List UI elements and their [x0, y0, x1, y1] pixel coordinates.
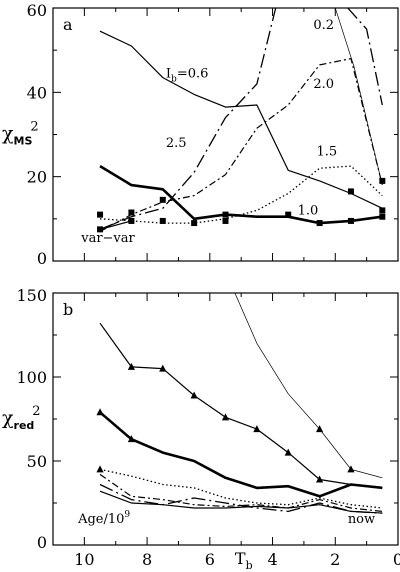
y-tick-label: 0	[37, 533, 47, 552]
triangle-marker	[315, 475, 324, 483]
series-group	[99, 8, 383, 233]
x-tick-label: 8	[142, 550, 152, 569]
square-marker	[128, 217, 135, 224]
series-line-2	[234, 293, 383, 479]
x-tick-label: 0	[393, 550, 400, 569]
triangle-marker	[253, 425, 261, 433]
y-tick-label: 20	[27, 168, 47, 187]
series-line-5	[99, 483, 383, 514]
square-marker	[222, 217, 229, 224]
square-marker	[97, 226, 104, 233]
square-marker	[159, 196, 166, 203]
series-line-0	[99, 322, 383, 489]
square-marker	[379, 207, 386, 214]
square-marker	[97, 211, 104, 218]
y-axis-label: χred2	[2, 404, 41, 432]
panel-label: b	[63, 300, 73, 319]
square-marker	[285, 211, 292, 218]
square-marker	[191, 220, 198, 227]
series-line-3	[99, 468, 383, 509]
x-axis-label: Tb	[235, 549, 253, 572]
series-line-6	[99, 164, 383, 225]
square-marker	[128, 209, 135, 216]
y-tick-label: 150	[16, 286, 47, 305]
triangle-marker	[221, 413, 230, 421]
annotation: now	[348, 512, 375, 527]
marker-group	[97, 177, 386, 233]
triangle-marker	[190, 391, 198, 399]
series-line-1	[99, 411, 383, 498]
y-tick-label: 60	[27, 1, 47, 20]
panel-label: a	[63, 15, 73, 34]
square-marker	[316, 220, 323, 227]
series-group	[99, 293, 383, 514]
y-tick-label: 40	[27, 83, 47, 102]
square-marker	[347, 188, 354, 195]
series-line-2	[99, 57, 383, 233]
annotation: Ib=0.6	[166, 67, 208, 85]
series-line-3	[307, 8, 383, 186]
series-line-4	[347, 8, 383, 106]
annotation: 1.0	[298, 204, 319, 219]
triangle-marker	[96, 465, 104, 473]
y-axis-label: χMS2	[2, 120, 39, 148]
y-tick-label: 50	[27, 452, 47, 471]
series-line-6	[99, 490, 383, 514]
panel-b: 0 50 100 150 10 8 6 4 2 0 b χred2 Tb Age/109 now	[2, 286, 400, 572]
annotation: 2.5	[166, 136, 187, 151]
square-marker	[379, 177, 386, 184]
series-line-1	[99, 8, 277, 231]
annotation: 1.5	[316, 145, 337, 160]
annotation: Age/109	[77, 510, 130, 527]
triangle-marker	[284, 448, 292, 456]
triangle-marker	[96, 408, 104, 416]
annotation: 0.2	[313, 18, 334, 33]
x-tick-label: 4	[267, 550, 277, 569]
series-line-7	[99, 220, 132, 230]
square-marker	[347, 217, 354, 224]
x-tick-label: 10	[74, 550, 94, 569]
series-line-0	[99, 30, 383, 209]
annotation: var−var	[80, 231, 135, 246]
series-line-4	[99, 473, 383, 512]
square-marker	[159, 217, 166, 224]
square-marker	[379, 213, 386, 220]
x-tick-label: 2	[330, 550, 340, 569]
triangle-marker	[127, 435, 136, 443]
triangle-marker	[159, 364, 167, 372]
annotation: 2.0	[313, 77, 334, 92]
panel-a: 0 20 40 60 a χMS2 Ib=0.6 2.5 2.0 0.2 1.5 1.0 var−var	[2, 1, 399, 268]
triangle-marker	[347, 465, 355, 473]
y-tick-label: 100	[16, 368, 47, 387]
marker-group	[96, 362, 355, 483]
x-tick-label: 6	[205, 550, 215, 569]
y-tick-label: 0	[37, 249, 47, 268]
square-marker	[222, 211, 229, 218]
triangle-marker	[127, 362, 136, 370]
triangle-marker	[315, 425, 324, 433]
